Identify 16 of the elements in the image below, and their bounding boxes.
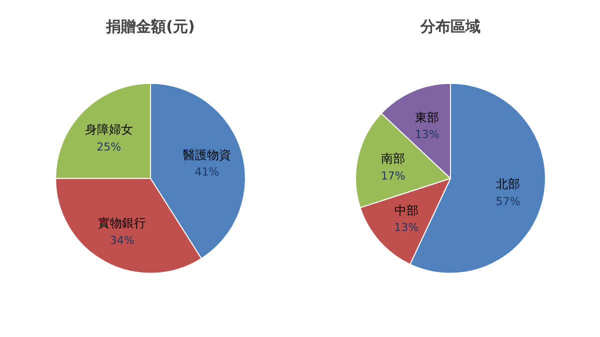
slice-label: 北部 bbox=[496, 177, 520, 192]
data-label: 13% bbox=[394, 221, 419, 234]
data-label: 34% bbox=[110, 234, 134, 247]
chart-title: 捐贈金額(元) bbox=[105, 18, 195, 36]
slice-label: 南部 bbox=[381, 152, 406, 166]
chart-title: 分布區域 bbox=[420, 18, 480, 36]
data-label: 25% bbox=[96, 140, 122, 154]
slice-label: 實物銀行 bbox=[98, 216, 146, 230]
slice-label: 東部 bbox=[415, 110, 440, 124]
slice-label: 身障婦女 bbox=[84, 122, 133, 137]
slice-label: 醫護物資 bbox=[183, 148, 232, 162]
data-label: 41% bbox=[194, 166, 220, 179]
data-label: 57% bbox=[496, 195, 520, 208]
data-label: 13% bbox=[414, 128, 440, 142]
data-label: 17% bbox=[380, 169, 406, 182]
slice-label: 中部 bbox=[394, 203, 418, 218]
